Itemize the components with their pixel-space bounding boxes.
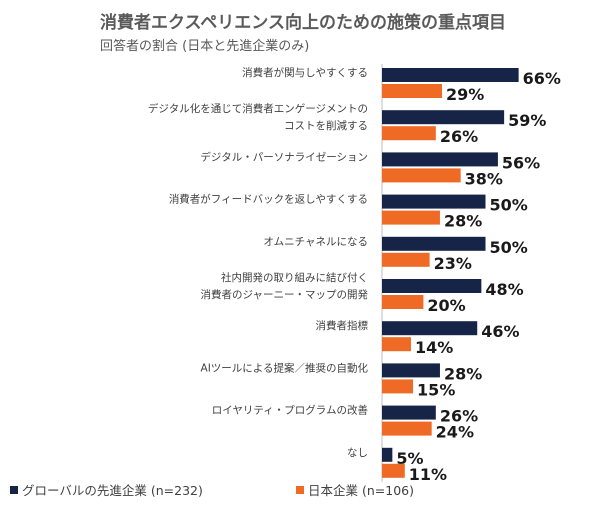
bar-series-japan (382, 379, 414, 394)
data-label-series-global: 5% (396, 449, 423, 468)
bar-series-japan (382, 252, 430, 267)
data-label-series-japan: 11% (409, 465, 447, 484)
bar-series-global (382, 236, 486, 251)
bar-series-global (382, 68, 519, 82)
category-label: ロイヤリティ・プログラムの改善 (212, 404, 368, 417)
data-label-series-japan: 14% (415, 338, 453, 357)
category-label: デジタル化を通じて消費者エンゲージメントの (148, 102, 368, 115)
chart-subtitle: 回答者の割合 (日本と先進企業のみ) (100, 39, 310, 54)
data-label-series-japan: 23% (434, 254, 472, 273)
legend-japan-label: 日本企業 (n=106) (308, 483, 414, 498)
bar-series-global (382, 405, 436, 420)
bar-series-japan (382, 168, 461, 183)
category-label: 消費者がフィードバックを返しやすくする (169, 193, 368, 206)
bar-series-global (382, 279, 482, 293)
category-label: AIツールによる提案／推奨の自動化 (201, 361, 369, 374)
bar-series-japan (382, 337, 411, 352)
category-label: 消費者指標 (316, 319, 369, 332)
bar-series-japan (382, 210, 440, 225)
data-label-series-japan: 26% (440, 127, 478, 146)
category-label: オムニチャネルになる (263, 236, 368, 248)
category-label: 消費者のジャーニー・マップの開発 (201, 288, 369, 301)
category-label: デジタル・パーソナライゼーション (200, 150, 368, 163)
data-label-series-japan: 24% (436, 423, 474, 442)
category-label: なし (347, 447, 368, 459)
bar-series-global (382, 321, 478, 336)
data-label-series-global: 50% (490, 196, 528, 215)
category-label: コストを削減する (284, 119, 368, 132)
chart-title: 消費者エクスペリエンス向上のための施策の重点項目 (100, 13, 506, 33)
legend-global-label: グローバルの先進企業 (n=232) (22, 483, 203, 498)
bar-series-global (382, 110, 505, 125)
data-label-series-global: 48% (485, 280, 523, 299)
data-label-series-global: 26% (440, 407, 478, 426)
bar-series-japan (382, 84, 443, 98)
data-label-series-japan: 15% (417, 380, 455, 399)
data-label-series-japan: 29% (446, 85, 484, 104)
data-label-series-global: 66% (523, 69, 561, 88)
category-label: 消費者が関与しやすくする (242, 66, 368, 79)
bar-series-japan (382, 463, 405, 478)
bar-series-global (382, 447, 393, 462)
bar-series-global (382, 363, 440, 378)
bar-series-japan (382, 421, 432, 436)
bar-series-japan (382, 295, 424, 309)
bar-series-global (382, 194, 486, 209)
data-label-series-global: 28% (444, 364, 482, 383)
category-label: 社内開発の取り組みに結び付く (221, 271, 368, 284)
data-label-series-global: 50% (490, 238, 528, 257)
bar-series-global (382, 152, 498, 167)
data-label-series-japan: 38% (465, 169, 503, 188)
data-label-series-japan: 28% (444, 212, 482, 231)
data-label-series-japan: 20% (427, 296, 465, 315)
data-label-series-global: 46% (481, 322, 519, 341)
legend-global-swatch (10, 486, 18, 494)
data-label-series-global: 59% (508, 111, 546, 130)
data-label-series-global: 56% (502, 153, 540, 172)
legend-japan-swatch (296, 486, 304, 494)
bar-series-japan (382, 126, 436, 141)
